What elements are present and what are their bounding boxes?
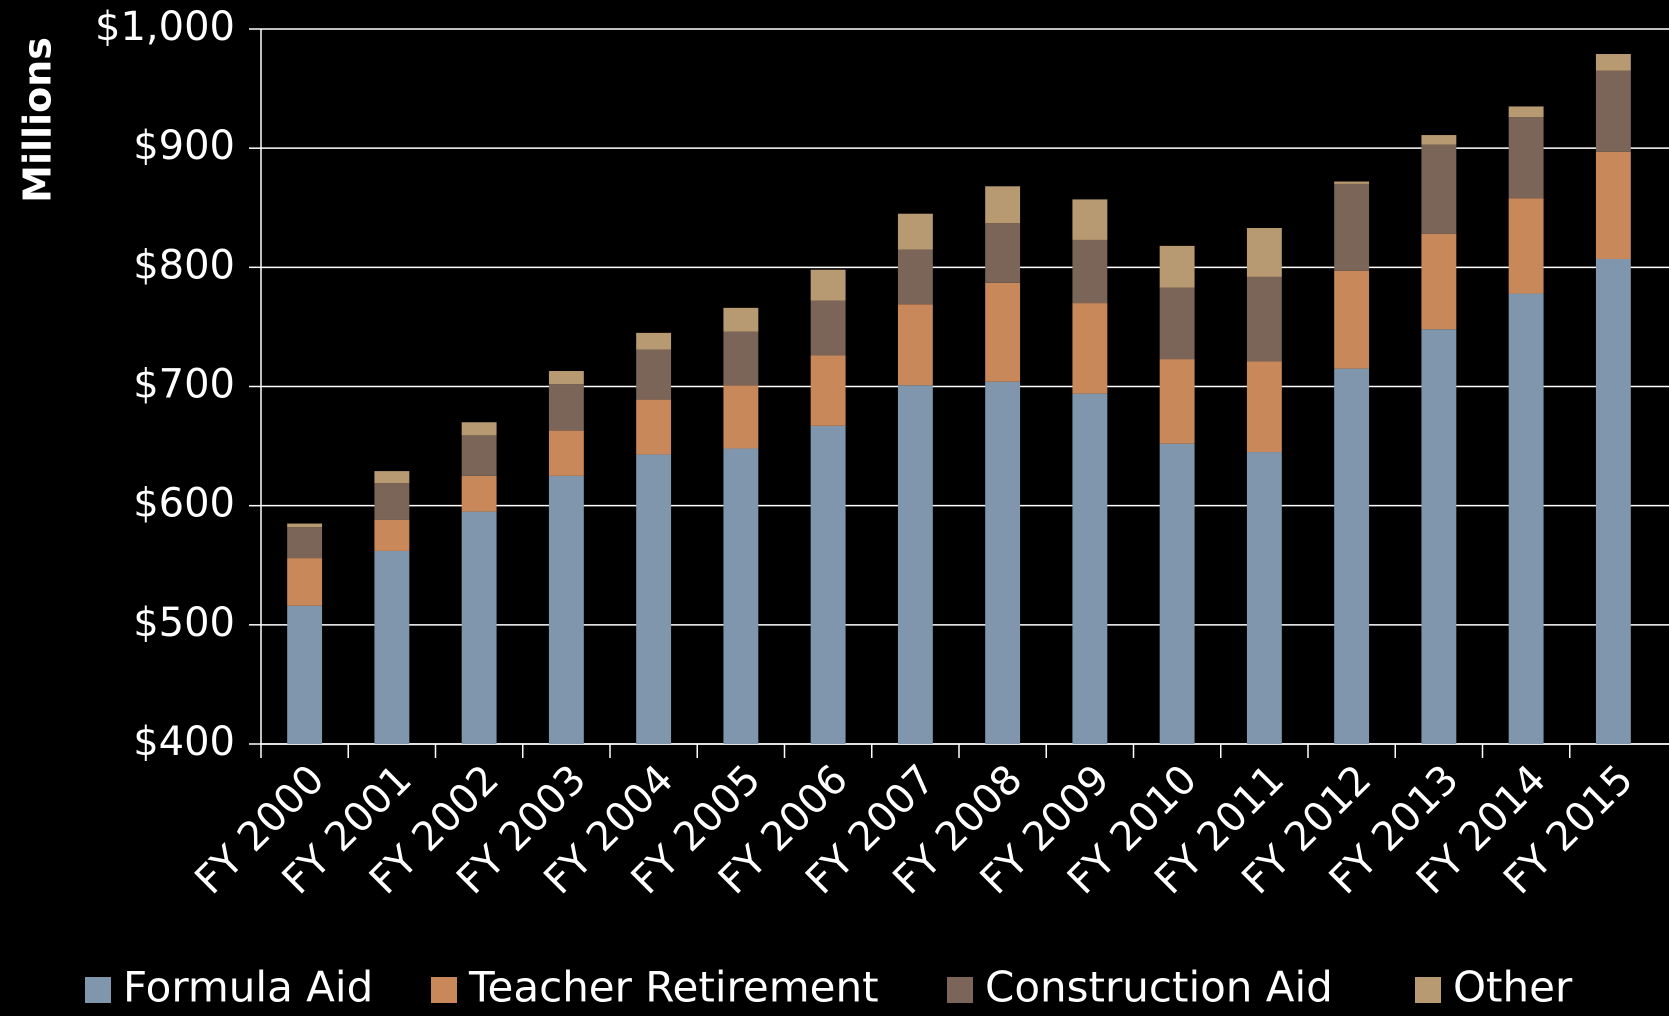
- bar-segment: [897, 304, 933, 386]
- bar-segment: [374, 519, 410, 551]
- bar-segment: [1246, 361, 1282, 453]
- bar-segment: [461, 435, 497, 476]
- bar-segment: [810, 355, 846, 426]
- bar-segment: [1072, 199, 1108, 240]
- bar-segment: [1508, 198, 1544, 294]
- y-tick-label: $1,000: [95, 4, 235, 50]
- bar-segment: [1334, 181, 1370, 184]
- bar-segment: [897, 385, 933, 744]
- bar-segment: [1072, 239, 1108, 304]
- bar-segment: [287, 605, 323, 744]
- legend-swatch: [1415, 977, 1441, 1003]
- bar-segment: [461, 422, 497, 436]
- legend-label: Other: [1453, 963, 1573, 1012]
- y-tick-label: $700: [133, 362, 235, 408]
- bar-segment: [1159, 359, 1195, 444]
- bar-segment: [636, 332, 672, 350]
- bar-segment: [1595, 151, 1631, 259]
- y-tick-label: $800: [133, 242, 235, 288]
- bar-segment: [1421, 144, 1457, 234]
- y-tick-label: $600: [133, 481, 235, 527]
- bar-segment: [1159, 245, 1195, 288]
- bar-segment: [548, 475, 584, 744]
- bar-segment: [1595, 258, 1631, 744]
- bar-segment: [287, 527, 323, 559]
- bar-segment: [1508, 117, 1544, 199]
- legend-label: Formula Aid: [123, 963, 373, 1012]
- bar-segment: [548, 384, 584, 431]
- bar-segment: [723, 331, 759, 386]
- bar-segment: [810, 300, 846, 356]
- legend-label: Construction Aid: [985, 963, 1333, 1012]
- bar-segment: [1246, 228, 1282, 277]
- bar-segment: [1159, 443, 1195, 744]
- bar-segment: [985, 186, 1021, 224]
- bar-segment: [461, 511, 497, 744]
- bar-segment: [1421, 233, 1457, 330]
- legend-swatch: [85, 977, 111, 1003]
- bar-segment: [1159, 287, 1195, 360]
- bar-segment: [461, 475, 497, 512]
- legend-label: Teacher Retirement: [468, 963, 879, 1012]
- bar-segment: [374, 483, 410, 520]
- bar-segment: [1421, 329, 1457, 744]
- bar-segment: [636, 349, 672, 400]
- bar-segment: [810, 425, 846, 744]
- y-tick-label: $400: [133, 719, 235, 765]
- bar-segment: [1334, 368, 1370, 744]
- bar-segment: [636, 454, 672, 744]
- legend-swatch: [431, 977, 457, 1003]
- bar-segment: [1334, 183, 1370, 271]
- legend-swatch: [947, 977, 973, 1003]
- bar-segment: [374, 550, 410, 744]
- bar-segment: [985, 282, 1021, 382]
- y-tick-label: $500: [133, 600, 235, 646]
- bar-segment: [1246, 452, 1282, 744]
- bar-segment: [1246, 276, 1282, 362]
- bar-segment: [1595, 70, 1631, 152]
- bar-segment: [897, 213, 933, 250]
- bar-segment: [548, 430, 584, 476]
- bar-segment: [723, 448, 759, 744]
- bar-segment: [897, 249, 933, 305]
- bar-segment: [1072, 303, 1108, 394]
- y-axis-title: Millions: [16, 37, 60, 203]
- bar-segment: [287, 558, 323, 606]
- bar-segment: [723, 307, 759, 332]
- bar-segment: [1508, 293, 1544, 744]
- bar-segment: [723, 385, 759, 449]
- bar-segment: [548, 371, 584, 385]
- bar-segment: [810, 269, 846, 301]
- y-tick-label: $900: [133, 123, 235, 169]
- bar-segment: [1595, 54, 1631, 71]
- bar-segment: [374, 471, 410, 484]
- bar-segment: [1421, 135, 1457, 145]
- bar-segment: [985, 381, 1021, 744]
- bar-segment: [1334, 270, 1370, 369]
- bar-segment: [287, 523, 323, 528]
- bar-segment: [985, 223, 1021, 283]
- bar-segment: [1072, 393, 1108, 744]
- bar-segment: [1508, 106, 1544, 118]
- bar-segment: [636, 399, 672, 455]
